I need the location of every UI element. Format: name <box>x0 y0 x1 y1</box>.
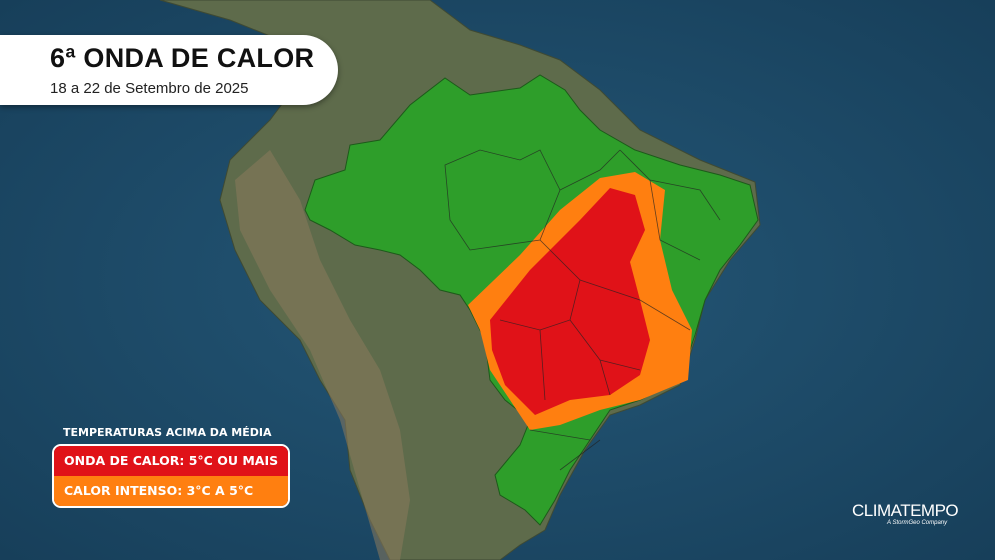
state-borders <box>444 149 721 471</box>
andes-terrain <box>235 150 410 560</box>
legend: ONDA DE CALOR: 5°C OU MAIS CALOR INTENSO… <box>52 444 290 508</box>
legend-item-heat-wave: ONDA DE CALOR: 5°C OU MAIS <box>54 446 288 476</box>
climatempo-logo: CLIMATEMPO A StormGeo Company <box>852 501 959 526</box>
page-title: 6ª ONDA DE CALOR <box>50 43 315 73</box>
heat-wave-region <box>490 188 650 415</box>
title-banner: 6ª ONDA DE CALOR 18 a 22 de Setembro de … <box>0 35 338 105</box>
legend-title: TEMPERATURAS ACIMA DA MÉDIA <box>63 426 272 439</box>
logo-tagline: A StormGeo Company <box>887 520 948 526</box>
legend-item-intense-heat: CALOR INTENSO: 3°C A 5°C <box>54 476 288 506</box>
logo-name: CLIMATEMPO <box>852 501 959 520</box>
date-range: 18 a 22 de Setembro de 2025 <box>50 80 249 97</box>
